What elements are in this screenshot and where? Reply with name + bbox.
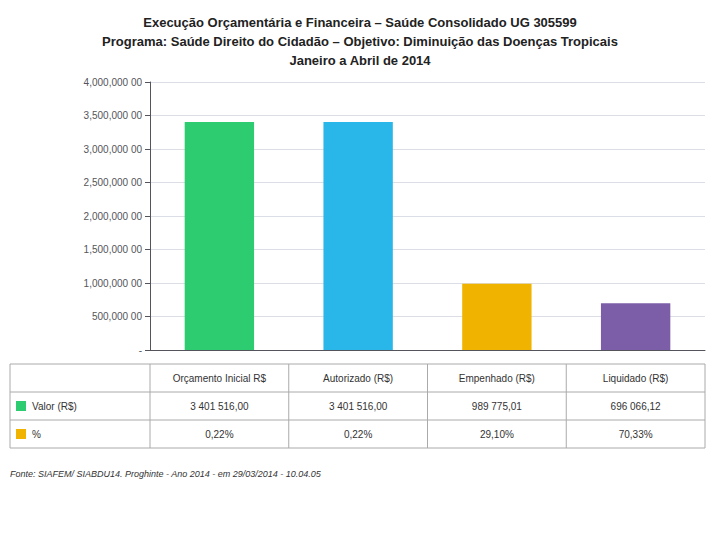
svg-text:Janeiro a Abril de 2014: Janeiro a Abril de 2014	[289, 53, 431, 68]
svg-text:2,500,000 00: 2,500,000 00	[84, 177, 143, 188]
svg-text:1,000,000 00: 1,000,000 00	[84, 278, 143, 289]
svg-text:3 401 516,00: 3 401 516,00	[190, 401, 249, 412]
svg-text:Orçamento Inicial R$: Orçamento Inicial R$	[173, 373, 267, 384]
svg-text:3 401 516,00: 3 401 516,00	[329, 401, 388, 412]
svg-text:-: -	[139, 345, 142, 356]
svg-text:4,000,000 00: 4,000,000 00	[84, 77, 143, 88]
svg-text:70,33%: 70,33%	[619, 429, 653, 440]
svg-text:696 066,12: 696 066,12	[611, 401, 661, 412]
svg-text:Execução Orçamentária e Financ: Execução Orçamentária e Financeira – Saú…	[143, 15, 577, 30]
svg-text:Empenhado (R$): Empenhado (R$)	[459, 373, 535, 384]
svg-text:%: %	[32, 429, 41, 440]
svg-text:Programa: Saúde Direito do Cid: Programa: Saúde Direito do Cidadão – Obj…	[102, 34, 618, 49]
svg-text:Autorizado (R$): Autorizado (R$)	[323, 373, 393, 384]
svg-text:Fonte: SIAFEM/ SIABDU14. Progh: Fonte: SIAFEM/ SIABDU14. Proghinte - Ano…	[10, 469, 322, 479]
svg-text:3,000,000 00: 3,000,000 00	[84, 144, 143, 155]
svg-text:Liquidado (R$): Liquidado (R$)	[603, 373, 669, 384]
svg-text:1,500,000 00: 1,500,000 00	[84, 244, 143, 255]
svg-text:29,10%: 29,10%	[480, 429, 514, 440]
svg-text:989 775,01: 989 775,01	[472, 401, 522, 412]
svg-text:0,22%: 0,22%	[344, 429, 372, 440]
svg-text:3,500,000 00: 3,500,000 00	[84, 110, 143, 121]
svg-text:500,000 00: 500,000 00	[92, 311, 142, 322]
svg-text:0,22%: 0,22%	[205, 429, 233, 440]
svg-text:Valor (R$): Valor (R$)	[32, 401, 77, 412]
svg-text:2,000,000 00: 2,000,000 00	[84, 211, 143, 222]
